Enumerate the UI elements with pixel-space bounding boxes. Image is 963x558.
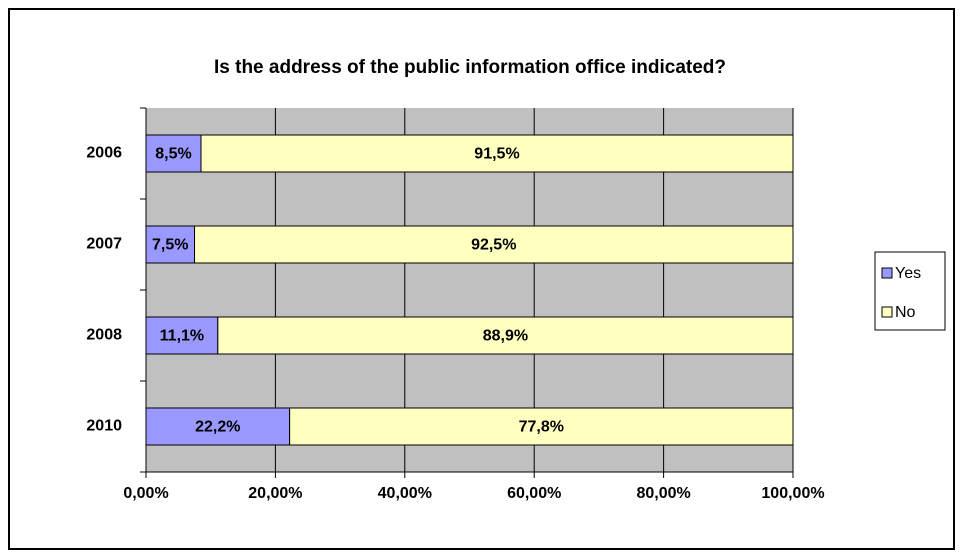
data-label: 88,9% xyxy=(483,328,528,345)
y-tick-label: 2010 xyxy=(86,418,122,435)
bar xyxy=(145,407,291,446)
legend: Yes No xyxy=(874,251,946,331)
x-tick-label: 80,00% xyxy=(636,485,690,502)
x-tick-label: 0,00% xyxy=(123,485,168,502)
bar xyxy=(145,225,196,264)
bar xyxy=(145,134,202,173)
x-tick-label: 60,00% xyxy=(507,485,561,502)
legend-swatch xyxy=(881,267,893,279)
data-label: 7,5% xyxy=(152,237,188,254)
data-label: 22,2% xyxy=(195,419,240,436)
data-label: 91,5% xyxy=(474,146,519,163)
x-tick-label: 100,00% xyxy=(761,485,824,502)
y-tick-label: 2008 xyxy=(86,327,122,344)
bar xyxy=(289,407,794,446)
legend-swatch xyxy=(881,306,893,318)
data-label: 92,5% xyxy=(471,237,516,254)
data-label: 77,8% xyxy=(519,419,564,436)
y-tick-label: 2006 xyxy=(86,145,122,162)
legend-label: Yes xyxy=(895,265,921,282)
y-tick-label: 2007 xyxy=(86,236,122,253)
bar xyxy=(217,316,794,355)
data-label: 8,5% xyxy=(155,146,191,163)
bar xyxy=(194,225,794,264)
x-tick-label: 40,00% xyxy=(378,485,432,502)
x-tick-label: 20,00% xyxy=(248,485,302,502)
bar xyxy=(200,134,794,173)
bar xyxy=(145,316,219,355)
chart-title: Is the address of the public information… xyxy=(214,57,726,78)
legend-label: No xyxy=(895,304,916,321)
data-label: 11,1% xyxy=(160,328,204,345)
